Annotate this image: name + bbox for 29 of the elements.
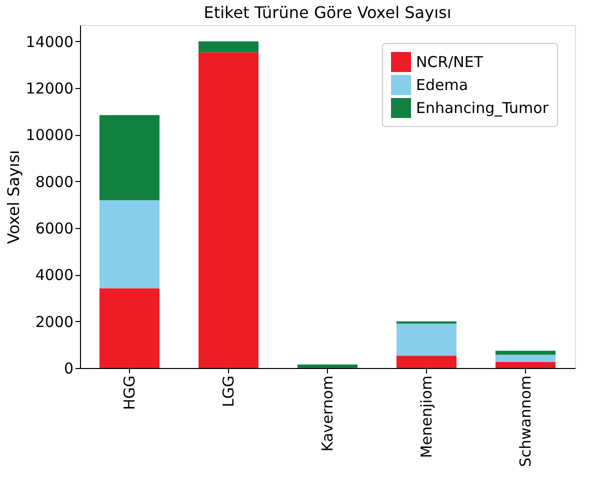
bar bbox=[298, 364, 358, 368]
legend-label: NCR/NET bbox=[416, 53, 484, 71]
y-tick-label: 0 bbox=[64, 360, 74, 378]
y-tick-label: 6000 bbox=[35, 220, 74, 238]
y-tick-label: 8000 bbox=[35, 172, 74, 191]
bar bbox=[496, 354, 556, 362]
bar bbox=[198, 52, 258, 368]
bar bbox=[198, 41, 258, 52]
bar bbox=[100, 288, 160, 368]
x-tick-label: Schwannom bbox=[516, 376, 534, 468]
y-tick-label: 4000 bbox=[35, 266, 74, 284]
y-tick-label: 10000 bbox=[26, 126, 74, 144]
bar bbox=[396, 324, 456, 356]
chart-title: Etiket Türüne Göre Voxel Sayısı bbox=[204, 3, 452, 22]
x-tick-label: HGG bbox=[120, 376, 138, 410]
x-tick-label: LGG bbox=[220, 376, 238, 408]
x-tick-label: Kavernom bbox=[318, 376, 336, 452]
bar bbox=[496, 350, 556, 355]
x-tick-label: Menenjiom bbox=[418, 376, 436, 458]
y-tick-label: 2000 bbox=[35, 312, 74, 331]
bar bbox=[396, 356, 456, 368]
legend-label: Edema bbox=[416, 76, 468, 94]
bar bbox=[100, 115, 160, 200]
bar bbox=[100, 200, 160, 288]
y-tick-label: 14000 bbox=[26, 32, 74, 51]
y-axis-title: Voxel Sayısı bbox=[4, 150, 23, 244]
bar bbox=[496, 362, 556, 368]
y-tick-label: 12000 bbox=[26, 80, 74, 98]
legend-label: Enhancing_Tumor bbox=[416, 99, 550, 117]
